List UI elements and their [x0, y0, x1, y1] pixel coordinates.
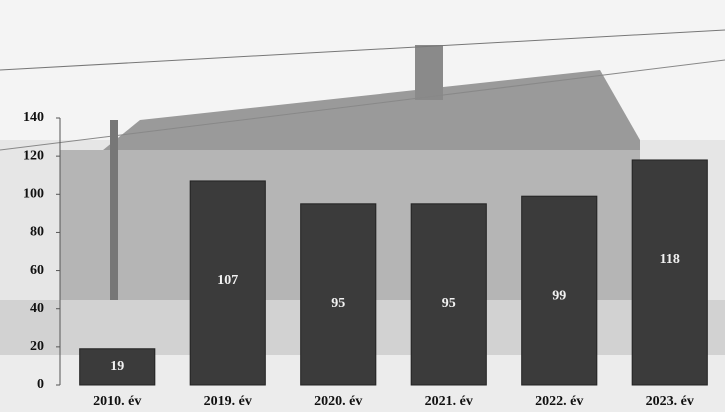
value-label: 107 — [217, 273, 238, 288]
x-tick-label: 2020. év — [314, 394, 362, 409]
y-tick-label: 40 — [30, 301, 44, 316]
y-tick-label: 20 — [30, 339, 44, 354]
y-tick-label: 120 — [23, 148, 44, 163]
x-tick-label: 2021. év — [425, 394, 473, 409]
y-tick-label: 60 — [30, 263, 44, 278]
value-label: 95 — [442, 296, 456, 311]
bar — [632, 160, 707, 385]
x-tick-label: 2010. év — [93, 394, 141, 409]
x-tick-label: 2022. év — [535, 394, 583, 409]
bar — [301, 204, 376, 385]
x-tick-label: 2023. év — [646, 394, 694, 409]
y-tick-label: 0 — [37, 377, 44, 392]
value-label: 95 — [331, 296, 345, 311]
y-tick-label: 100 — [23, 187, 44, 202]
value-label: 19 — [110, 359, 124, 374]
y-tick-label: 80 — [30, 225, 44, 240]
y-tick-label: 140 — [23, 110, 44, 125]
x-tick-label: 2019. év — [204, 394, 252, 409]
value-label: 99 — [552, 288, 566, 303]
value-label: 118 — [660, 252, 680, 267]
page: {"chart_data": {"type": "bar", "categori… — [0, 0, 725, 412]
bar — [411, 204, 486, 385]
chart: 0 20 40 60 80 100 120 140 2010. év 19 2019. év 107 2… — [0, 0, 725, 412]
